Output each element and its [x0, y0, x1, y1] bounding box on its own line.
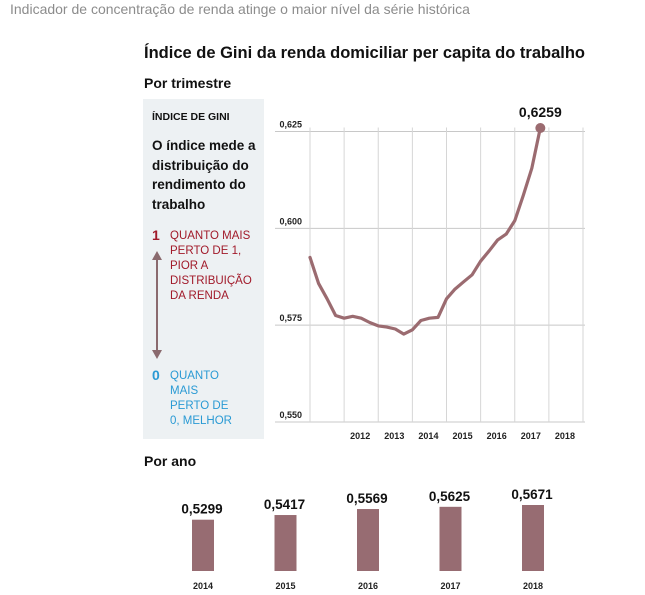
x-tick-label: 2018: [555, 431, 575, 441]
bar-value-label: 0,5299: [181, 502, 222, 517]
bar: [522, 505, 544, 571]
bar: [439, 506, 462, 571]
x-tick-label: 2016: [487, 431, 507, 441]
x-tick-label: 2017: [521, 431, 541, 441]
bar-category-label: 2018: [523, 581, 543, 591]
bar-value-label: 0,5671: [511, 487, 553, 502]
line-chart-series: 0,6259: [308, 104, 562, 336]
bar: [192, 519, 214, 571]
legend-low-number: 0: [152, 367, 160, 383]
bar-category-label: 2015: [275, 581, 295, 591]
bar-chart-subtitle: Por ano: [144, 453, 197, 469]
y-tick-label: 0,550: [279, 410, 302, 420]
chart-title: Índice de Gini da renda domiciliar per c…: [144, 44, 586, 62]
line-chart-axis: 0,550 0,575 0,600 0,625 2012 2013 2014 2015 2016…: [279, 119, 574, 441]
bar-value-label: 0,5569: [346, 491, 387, 506]
gini-legend-panel: ÍNDICE DE GINI O índice mede a distribui…: [143, 99, 264, 439]
bar-category-label: 2016: [358, 581, 378, 591]
bar: [357, 509, 379, 571]
y-tick-label: 0,600: [279, 216, 302, 226]
peak-value-label: 0,6259: [519, 104, 562, 120]
y-tick-label: 0,575: [279, 313, 302, 323]
bar-category-label: 2017: [440, 581, 460, 591]
x-tick-label: 2012: [350, 431, 370, 441]
gini-series-line: [308, 126, 542, 336]
legend-description: O índice mede a distribuição do rendimen…: [152, 138, 256, 212]
y-tick-label: 0,625: [279, 119, 302, 129]
arrow-up-icon: [152, 251, 162, 260]
bar-value-label: 0,5625: [429, 489, 471, 504]
legend-kicker: ÍNDICE DE GINI: [152, 111, 230, 123]
x-tick-label: 2014: [418, 431, 438, 441]
x-tick-label: 2015: [453, 431, 473, 441]
line-chart-subtitle: Por trimestre: [144, 75, 232, 91]
scale-arrow-line: [156, 259, 158, 351]
bar-chart: 0,5299 2014 0,5417 2015 0,5569 2016 0,5625 2017…: [181, 487, 553, 591]
legend-high-number: 1: [152, 227, 160, 243]
legend-low-text: QUANTO MAIS PERTO DE 0, MELHOR: [170, 370, 232, 427]
x-tick-label: 2013: [384, 431, 404, 441]
legend-high-text: QUANTO MAIS PERTO DE 1, PIOR A DISTRIBUI…: [170, 230, 252, 302]
arrow-down-icon: [152, 350, 162, 359]
bar-category-label: 2014: [193, 581, 213, 591]
bar-value-label: 0,5417: [264, 497, 305, 512]
page-caption: Indicador de concentração de renda ating…: [10, 1, 470, 17]
line-chart-grid: [275, 127, 585, 423]
bar: [274, 515, 297, 571]
peak-point: [535, 123, 546, 133]
